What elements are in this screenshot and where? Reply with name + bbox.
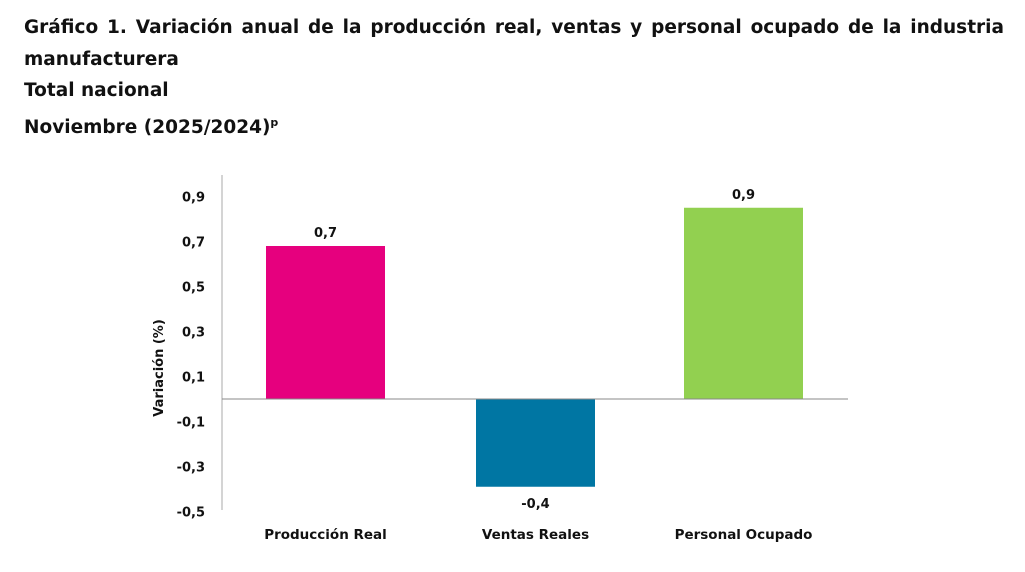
y-tick-label: -0,1 — [177, 416, 205, 431]
title-line-1: Gráfico 1. Variación anual de la producc… — [24, 17, 1004, 38]
data-label: 0,9 — [732, 188, 755, 203]
title-line-4: Noviembre (2025/2024)p — [24, 107, 1004, 144]
y-tick-label: -0,5 — [177, 506, 205, 521]
y-tick-label: 0,1 — [182, 371, 205, 386]
y-tick-label: 0,5 — [182, 281, 205, 296]
data-label: -0,4 — [521, 497, 549, 512]
title-superscript: p — [270, 115, 279, 129]
data-label: 0,7 — [314, 226, 337, 241]
chart-title: Gráfico 1. Variación anual de la producc… — [24, 12, 1004, 143]
x-tick-label: Personal Ocupado — [675, 527, 813, 543]
x-tick-label: Ventas Reales — [482, 527, 589, 543]
y-tick-label: -0,3 — [177, 461, 205, 476]
bar-3 — [684, 207, 803, 399]
y-tick-label: 0,7 — [182, 236, 205, 251]
y-tick-label: 0,9 — [182, 191, 205, 206]
y-axis-label: Variación (%) — [152, 319, 167, 417]
title-period: Noviembre (2025/2024) — [24, 116, 271, 138]
y-tick-label: 0,3 — [182, 326, 205, 341]
title-line-3: Total nacional — [24, 80, 169, 101]
bar-1 — [266, 246, 385, 399]
title-line-2: manufacturera — [24, 48, 179, 70]
bar-2 — [476, 399, 595, 487]
x-tick-label: Producción Real — [264, 527, 387, 543]
